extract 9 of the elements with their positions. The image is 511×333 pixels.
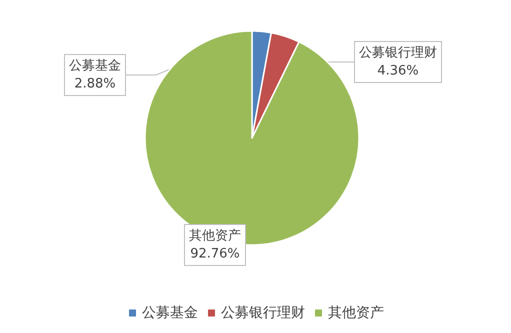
- slice-label: 其他资产: [189, 228, 241, 244]
- legend-label: 其他资产: [328, 305, 384, 321]
- data-label: 4.36%: [377, 64, 419, 78]
- slice-label: 公募基金: [69, 58, 121, 74]
- data-label: 2.88%: [74, 76, 116, 92]
- legend-label: 公募银行理财: [221, 305, 305, 321]
- data-label: 92.76%: [190, 246, 240, 262]
- slice-label: 公募银行理财: [359, 46, 437, 60]
- legend-label: 公募基金: [142, 305, 198, 321]
